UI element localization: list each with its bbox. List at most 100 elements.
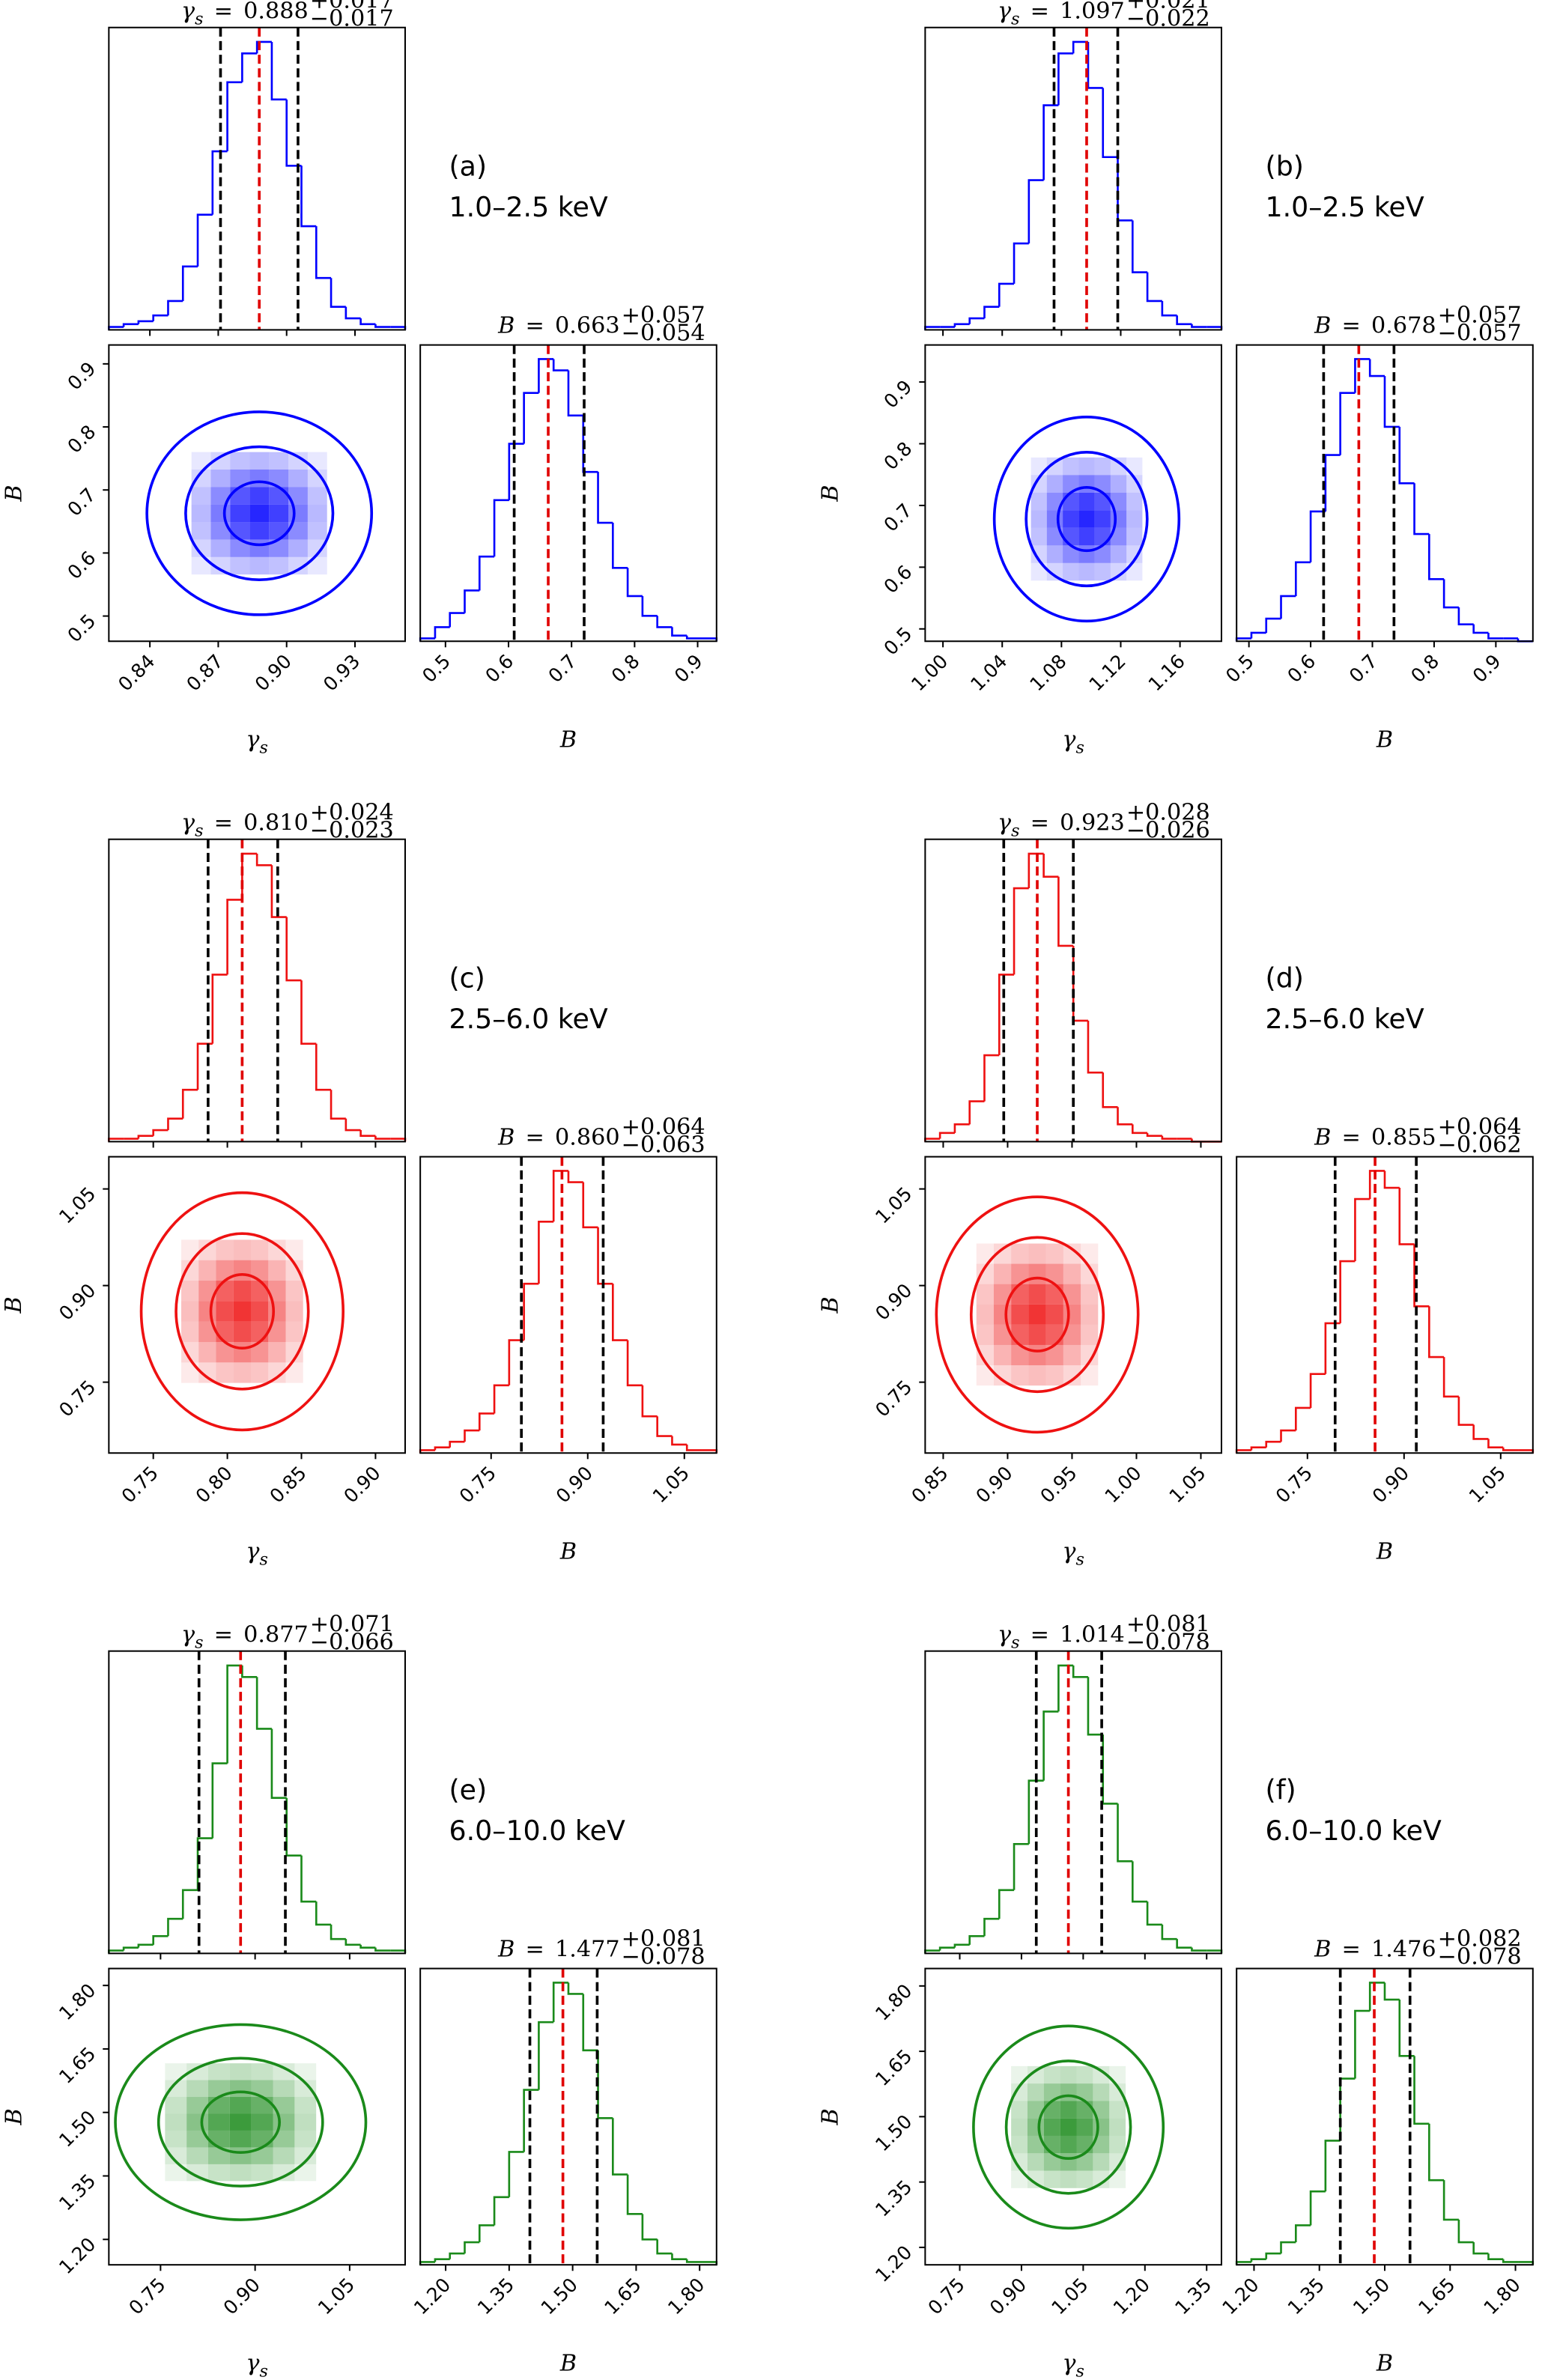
density-cell (1094, 475, 1111, 493)
density-cell (229, 2080, 252, 2098)
minus-label: −0.017 (310, 6, 394, 32)
density-cell (198, 1341, 216, 1363)
median-label: 1.014 (1060, 1622, 1125, 1648)
density-cell (1043, 2118, 1060, 2136)
equals: = (214, 810, 233, 837)
minus-label: −0.022 (1126, 6, 1210, 32)
histogram-bin (359, 1944, 376, 1949)
symbol-subscript: s (260, 1550, 268, 1570)
median-label: 0.663 (555, 312, 620, 339)
symbol: B (817, 485, 843, 502)
histogram-bin (1146, 272, 1162, 303)
symbol: B (1314, 312, 1331, 339)
density-cell (993, 1365, 1012, 1386)
histogram-bin (122, 323, 139, 327)
density-cell (251, 2164, 273, 2182)
density-cell (307, 487, 327, 505)
x-tick-label: 1.80 (1480, 2274, 1525, 2319)
density-cell (976, 1324, 994, 1345)
density-cell (1060, 2083, 1077, 2101)
density-cell (186, 2063, 209, 2080)
density-cell (1081, 1263, 1099, 1284)
contour (139, 1191, 345, 1432)
contour (1037, 2094, 1099, 2161)
histogram-bin (1013, 1842, 1029, 1890)
density-cell (1063, 475, 1079, 493)
histogram-bin (1280, 2241, 1296, 2254)
density-cell (191, 522, 211, 540)
density-cell (1126, 492, 1143, 511)
symbol: B (1314, 1124, 1331, 1150)
equals: = (525, 1936, 544, 1962)
histogram-bin (464, 589, 480, 613)
histogram-bin (315, 1901, 332, 1926)
histogram-bin (1309, 1373, 1326, 1408)
density-cell (1027, 2101, 1044, 2119)
histogram-bin (344, 306, 361, 320)
density-cell (1063, 510, 1079, 528)
density-cell (1027, 2065, 1044, 2084)
density-cell (181, 1301, 199, 1322)
x-tick-label: 0.90 (219, 2274, 264, 2319)
histogram-bin (1013, 242, 1029, 284)
equals: = (1031, 810, 1049, 837)
symbol: B (1, 485, 27, 502)
histogram-bin (1280, 1429, 1296, 1442)
histogram-bin (1028, 179, 1044, 244)
symbol-subscript: s (195, 822, 203, 841)
density-cell (268, 1321, 286, 1342)
median-label: 0.855 (1371, 1124, 1436, 1150)
histogram-bin (1487, 2253, 1504, 2260)
histogram-bin (449, 2252, 465, 2259)
density-cell (1063, 1304, 1081, 1325)
panel-title: γs = 1.097 (998, 0, 1125, 29)
density-cell (1078, 492, 1095, 511)
symbol-subscript: s (1076, 2362, 1084, 2380)
density-cell (1078, 562, 1095, 581)
density-cell (233, 1362, 251, 1383)
histogram-bin (434, 626, 450, 639)
symbol: γ (998, 0, 1012, 25)
y-tick-label: 1.35 (871, 2176, 916, 2220)
density-cell (269, 452, 289, 470)
y-tick-label: 1.80 (55, 1979, 100, 2024)
histogram-bin (1502, 2259, 1519, 2263)
histogram-bin (1117, 157, 1133, 222)
histogram-bin (152, 314, 169, 321)
median-label: 0.678 (1371, 312, 1436, 339)
density-cell (229, 2063, 252, 2080)
histogram-bin (285, 917, 302, 982)
plus-label: +0.064 (1438, 1114, 1522, 1140)
histogram-bin (998, 282, 1015, 307)
panel-frame (108, 344, 406, 643)
density-cell (1093, 2170, 1110, 2188)
contour (200, 2090, 281, 2154)
axis-label: B (1376, 1539, 1393, 1565)
x-tick-label: 1.16 (1144, 650, 1189, 695)
density-cell (1063, 562, 1079, 581)
density-cell (1076, 2083, 1093, 2101)
density-cell (1043, 2153, 1060, 2171)
minus-label: −0.023 (310, 818, 394, 844)
density-cell (288, 504, 308, 523)
density-cell (1031, 475, 1047, 493)
symbol-subscript: s (260, 738, 268, 758)
density-cell (1110, 475, 1127, 493)
x-tick-label: 0.85 (266, 1462, 311, 1507)
symbol: γ (246, 2350, 260, 2376)
histogram-bin (552, 1170, 568, 1222)
histogram-bin (449, 612, 465, 628)
density-cell (208, 2097, 230, 2114)
y-tick-label: 1.65 (871, 2045, 916, 2090)
y-tick-label: 0.9 (880, 376, 917, 413)
x-tick-label: 0.75 (455, 1462, 500, 1507)
density-cell (1076, 2153, 1093, 2171)
density-cell (1078, 545, 1095, 563)
density-cell (294, 2063, 317, 2080)
contour (114, 2023, 368, 2221)
axis-label: B (559, 1539, 577, 1565)
density-cell (191, 452, 211, 470)
symbol: B (1376, 727, 1393, 753)
density-cell (250, 1281, 269, 1302)
histogram-bin (1442, 2180, 1459, 2221)
